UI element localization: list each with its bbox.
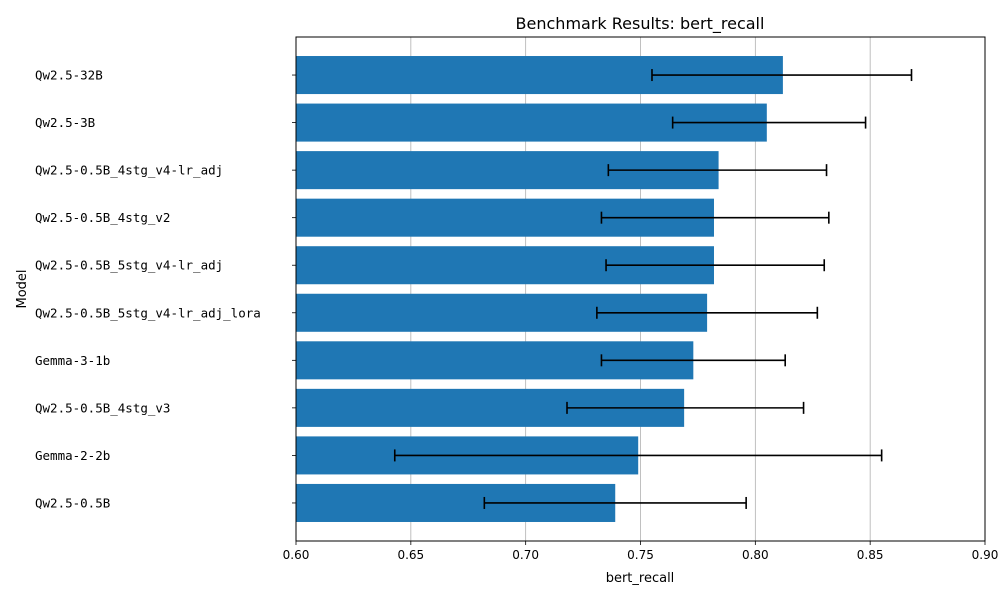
y-tick-label: Qw2.5-3B bbox=[35, 115, 95, 130]
y-tick-label: Gemma-2-2b bbox=[35, 448, 110, 463]
x-tick-label: 0.80 bbox=[742, 548, 769, 562]
x-tick-label: 0.70 bbox=[512, 548, 539, 562]
x-tick-label: 0.85 bbox=[857, 548, 884, 562]
x-tick-label: 0.65 bbox=[397, 548, 424, 562]
x-tick-label: 0.75 bbox=[627, 548, 654, 562]
y-tick-label: Gemma-3-1b bbox=[35, 353, 110, 368]
y-tick-label: Qw2.5-32B bbox=[35, 68, 103, 83]
y-axis-label: Model bbox=[15, 269, 30, 308]
x-tick-label: 0.90 bbox=[972, 548, 999, 562]
x-tick-label: 0.60 bbox=[283, 548, 310, 562]
y-axis-ticks: Qw2.5-32B Qw2.5-3B Qw2.5-0.5B_4stg_v4-lr_a… bbox=[35, 68, 296, 510]
y-tick-label: Qw2.5-0.5B_4stg_v4-lr_adj bbox=[35, 163, 223, 178]
y-tick-label: Qw2.5-0.5B bbox=[35, 495, 110, 510]
error-bars bbox=[393, 69, 913, 509]
y-tick-label: Qw2.5-0.5B_5stg_v4-lr_adj bbox=[35, 258, 223, 273]
y-tick-label: Qw2.5-0.5B_5stg_v4-lr_adj_lora bbox=[35, 305, 261, 320]
y-tick-label: Qw2.5-0.5B_4stg_v3 bbox=[35, 400, 170, 415]
chart-title: Benchmark Results: bert_recall bbox=[516, 14, 765, 34]
x-axis-ticks: 0.60 0.65 0.70 0.75 0.80 0.85 0.90 bbox=[283, 541, 999, 562]
bars bbox=[296, 56, 783, 522]
y-tick-label: Qw2.5-0.5B_4stg_v2 bbox=[35, 210, 170, 225]
x-axis-label: bert_recall bbox=[606, 571, 675, 586]
